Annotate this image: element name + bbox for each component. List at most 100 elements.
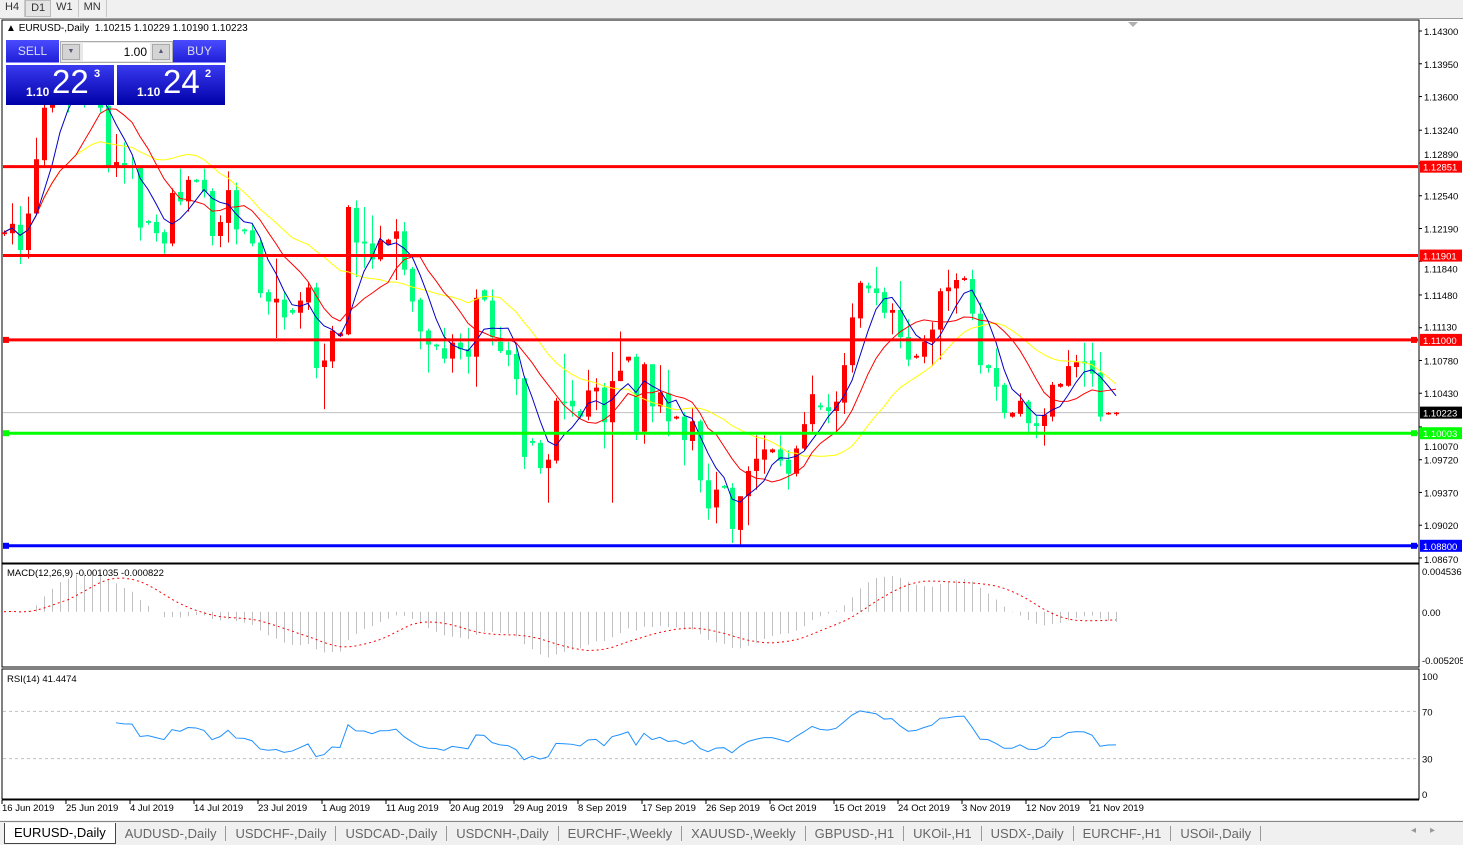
- candle-body: [34, 159, 39, 214]
- hline-price-badge: [1420, 427, 1462, 440]
- candle-body: [410, 268, 415, 302]
- price-chart[interactable]: 1.14300 1.13950 1.13600 1.13240 1.12890 1.125…: [0, 19, 1463, 820]
- candle-body: [490, 300, 495, 338]
- candle-body: [706, 480, 711, 509]
- tab-scroll-arrows-icon[interactable]: ◂▸: [1410, 825, 1449, 836]
- date-tick-label: 29 Aug 2019: [514, 803, 567, 814]
- candle-body: [162, 232, 167, 244]
- candle-body: [210, 191, 215, 236]
- candle: [546, 454, 551, 503]
- price-tick-label: 1.11130: [1424, 323, 1457, 334]
- candle-body: [234, 190, 239, 230]
- candle-body: [402, 231, 407, 270]
- chart-tab[interactable]: USDCNH-,Daily: [447, 826, 559, 841]
- candle-body: [1114, 412, 1119, 415]
- candle-body: [346, 206, 351, 335]
- buy-price-prefix: 1.10: [137, 85, 161, 99]
- candle: [2, 230, 7, 236]
- chart-window[interactable]: 1.14300 1.13950 1.13600 1.13240 1.12890 1.125…: [0, 19, 1463, 820]
- ma-fast-line: [3, 89, 1117, 503]
- candle: [882, 287, 887, 319]
- candle-body: [1026, 401, 1031, 424]
- timeframe-w1[interactable]: W1: [51, 0, 79, 17]
- hline-price-label: 1.11901: [1423, 252, 1457, 263]
- candle: [674, 415, 679, 420]
- chart-tab[interactable]: AUDUSD-,Daily: [116, 826, 227, 841]
- candle: [634, 353, 639, 441]
- sell-price-pips: 22: [52, 63, 89, 100]
- chart-tab[interactable]: XAUUSD-,Weekly: [682, 826, 806, 841]
- candle: [250, 222, 255, 247]
- candle-body: [1042, 414, 1047, 427]
- candle-body: [970, 279, 975, 314]
- candle-body: [658, 392, 663, 407]
- candle-body: [218, 221, 223, 236]
- candle: [994, 348, 999, 401]
- candle-body: [2, 232, 7, 235]
- candle-body: [1090, 360, 1095, 374]
- chart-tab[interactable]: EURUSD-,Daily: [4, 823, 116, 844]
- chart-tab[interactable]: EURCHF-,Weekly: [559, 826, 683, 841]
- chart-tab[interactable]: UKOil-,H1: [904, 826, 982, 841]
- candle-body: [746, 470, 751, 497]
- candle-body: [362, 241, 367, 244]
- candle-body: [874, 288, 879, 294]
- candle: [562, 353, 567, 420]
- timeframe-mn[interactable]: MN: [79, 0, 107, 17]
- candle-body: [866, 285, 871, 289]
- chart-tab[interactable]: GBPUSD-,H1: [806, 826, 905, 841]
- timeframe-d1[interactable]: D1: [25, 0, 52, 17]
- candle-body: [42, 107, 47, 161]
- candle-body: [682, 416, 687, 441]
- candle-body: [538, 442, 543, 469]
- price-tick-label: 1.12190: [1424, 225, 1458, 236]
- macd-tick-label: 0.00: [1422, 608, 1441, 619]
- candle-body: [482, 290, 487, 300]
- symbol-ohlc: EURUSD-,Daily 1.10215 1.10229 1.10190 1.…: [18, 23, 248, 34]
- timeframe-h4[interactable]: H4: [0, 0, 26, 17]
- sell-price[interactable]: 1.10 22 3: [6, 63, 114, 105]
- macd-label: MACD(12,26,9) -0.001035 -0.000822: [7, 568, 164, 579]
- chart-tab[interactable]: USDX-,Daily: [982, 826, 1074, 841]
- candle: [858, 280, 863, 328]
- candle-body: [738, 496, 743, 530]
- candle-body: [298, 300, 303, 313]
- sell-button[interactable]: SELL: [6, 40, 59, 63]
- candle-body: [938, 291, 943, 330]
- candle-body: [1106, 412, 1111, 415]
- chart-tab[interactable]: USOil-,Daily: [1171, 826, 1262, 841]
- candle: [434, 343, 439, 351]
- candle-body: [154, 221, 159, 234]
- candle: [650, 364, 655, 423]
- candle: [786, 450, 791, 490]
- collapse-triangle-icon[interactable]: ▲: [6, 23, 19, 34]
- date-tick-label: 1 Aug 2019: [322, 803, 370, 814]
- candle: [778, 435, 783, 467]
- buy-price[interactable]: 1.10 24 2: [117, 63, 225, 105]
- candle: [482, 289, 487, 302]
- date-tick-label: 23 Jul 2019: [258, 803, 307, 814]
- chart-tab[interactable]: USDCAD-,Daily: [336, 826, 448, 841]
- volume-up-icon[interactable]: ▲: [152, 44, 170, 60]
- chart-tab[interactable]: EURCHF-,H1: [1074, 826, 1172, 841]
- candle-body: [122, 162, 127, 167]
- candle: [802, 411, 807, 451]
- candle-body: [138, 167, 143, 228]
- volume-input[interactable]: [83, 43, 150, 61]
- candle: [570, 380, 575, 417]
- candle: [1098, 352, 1103, 422]
- candle-body: [786, 459, 791, 474]
- candle: [938, 288, 943, 360]
- candle: [722, 484, 727, 489]
- candle-body: [634, 356, 639, 432]
- volume-down-icon[interactable]: ▼: [62, 44, 80, 60]
- buy-button[interactable]: BUY: [173, 40, 226, 63]
- candle: [1114, 412, 1119, 416]
- chart-tab[interactable]: USDCHF-,Daily: [226, 826, 337, 841]
- candle: [962, 276, 967, 281]
- candle-body: [562, 401, 567, 404]
- rsi-tick-label: 30: [1422, 755, 1433, 766]
- date-tick-label: 26 Sep 2019: [706, 803, 760, 814]
- ma-slow-line: [3, 141, 1117, 457]
- price-tick-label: 1.11480: [1424, 291, 1458, 302]
